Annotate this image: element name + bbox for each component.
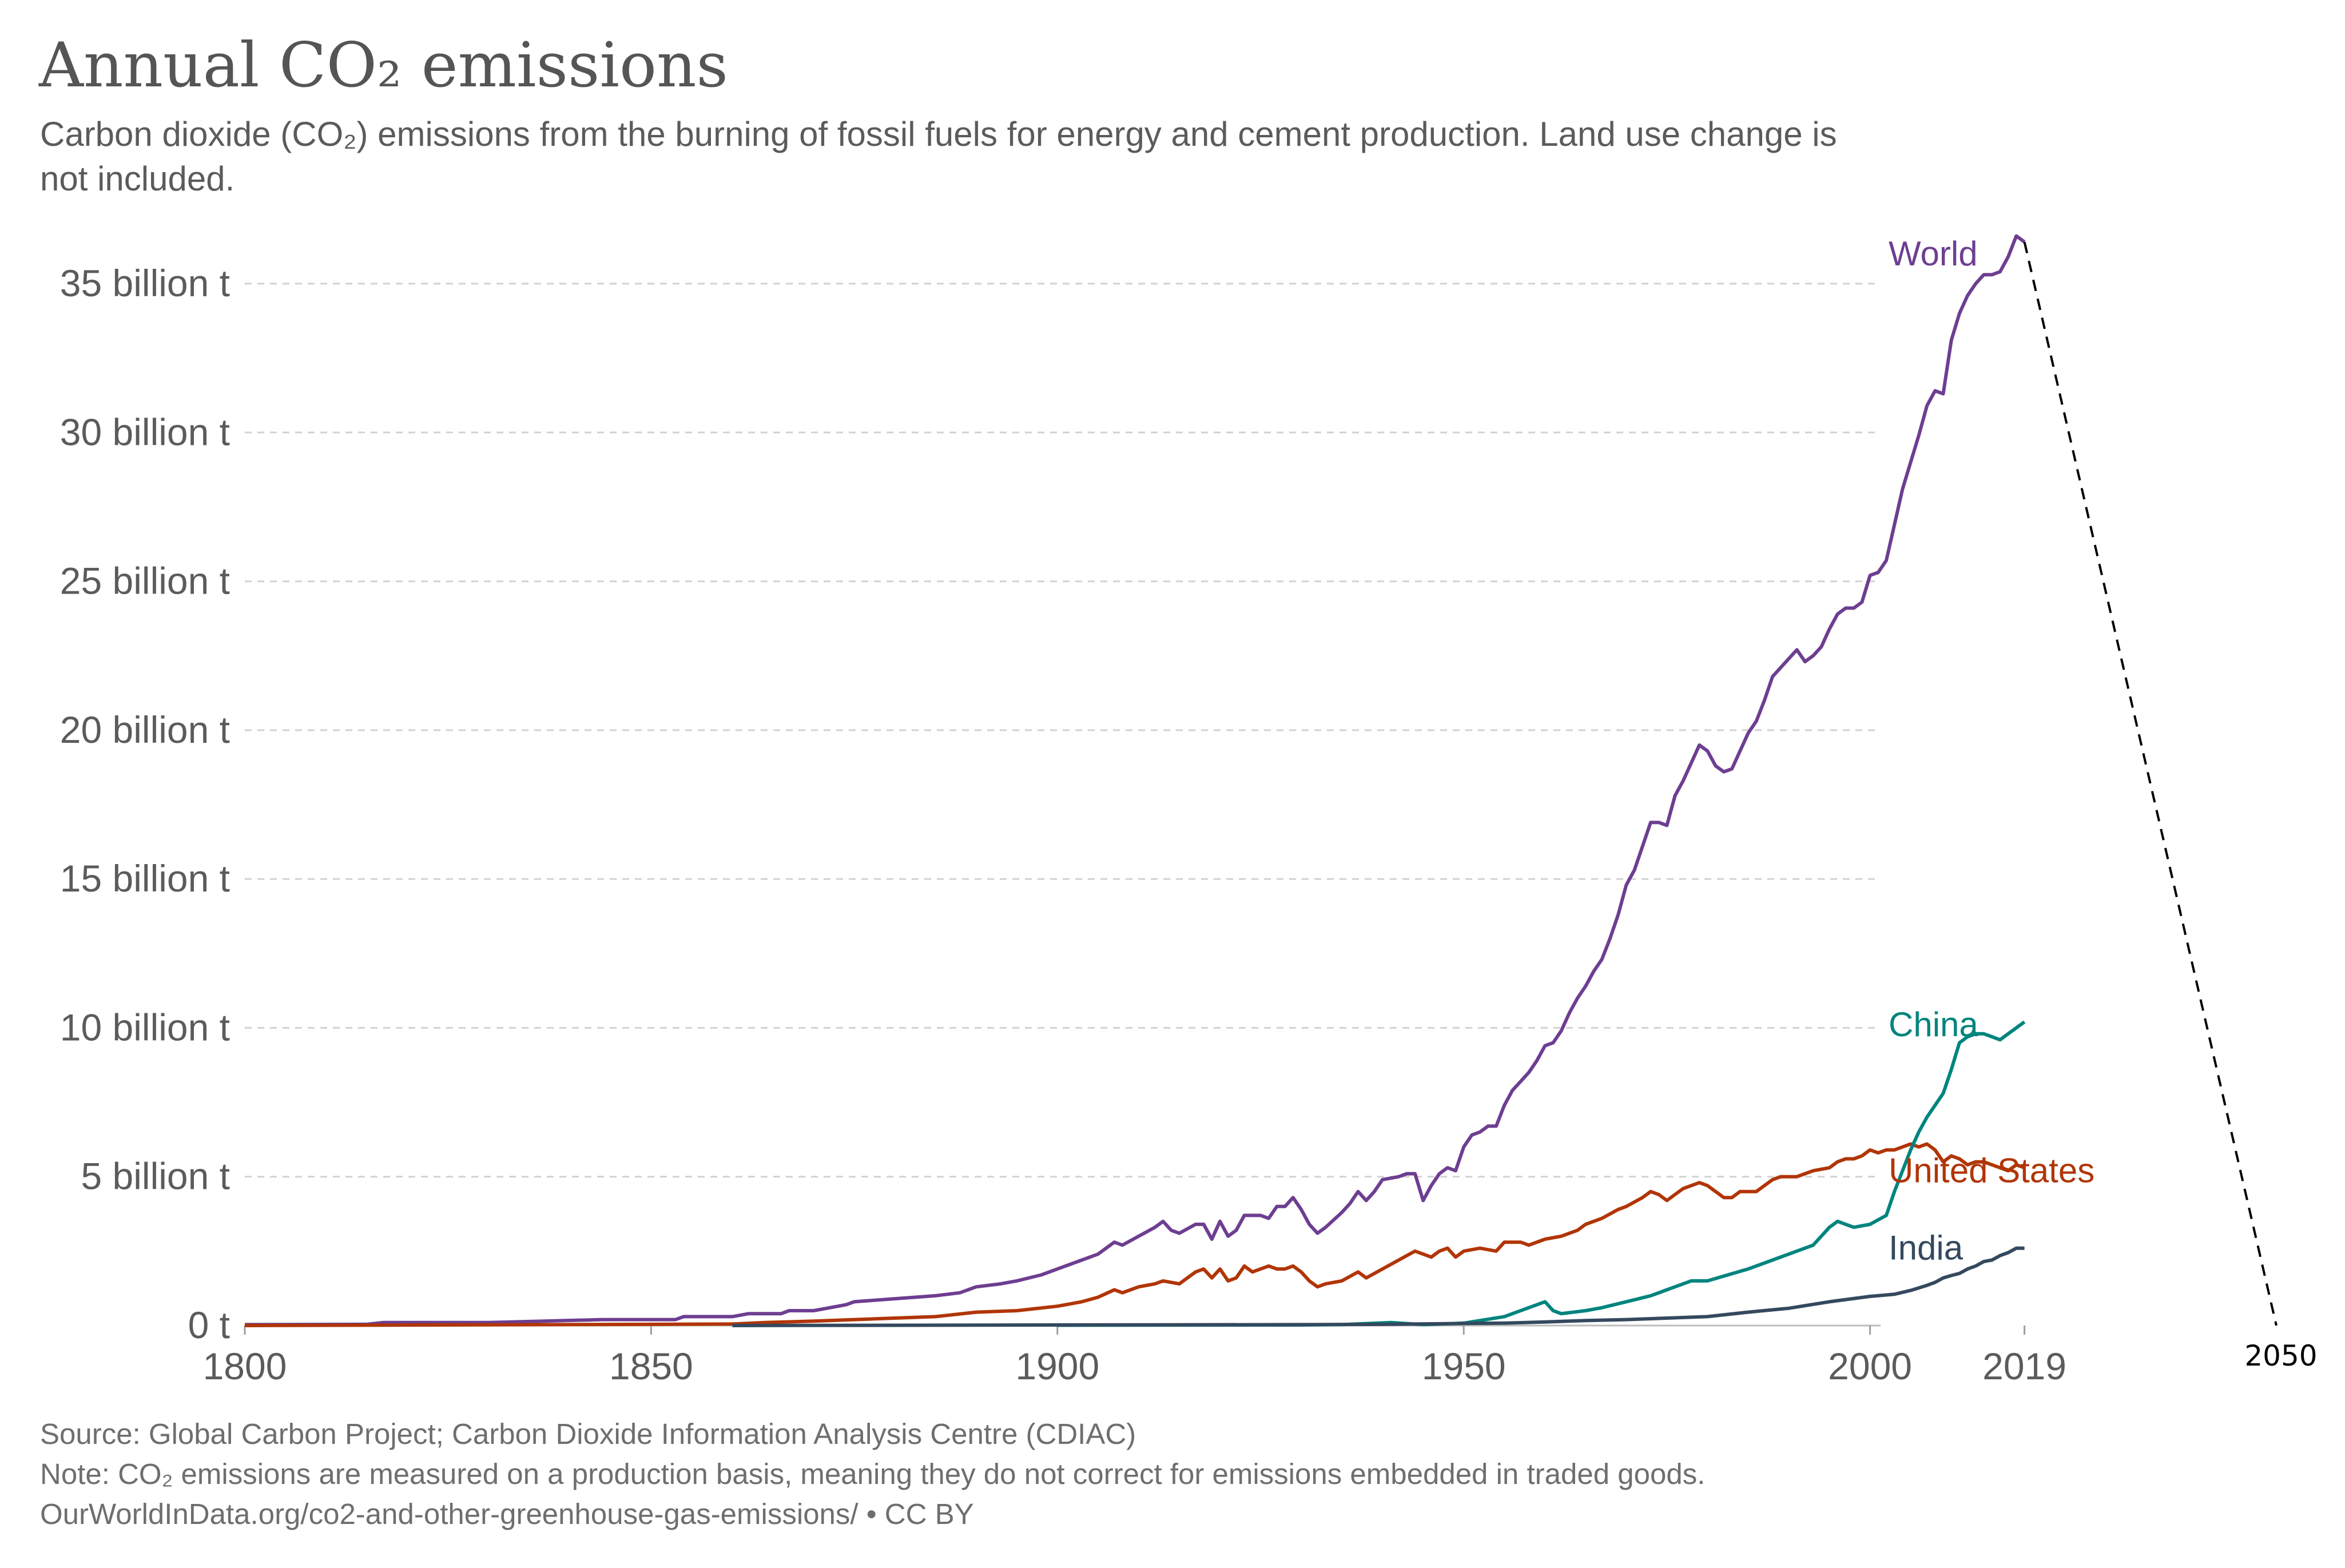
- series-line-india: [732, 1246, 2025, 1327]
- source-note: Source: Global Carbon Project; Carbon Di…: [40, 1418, 1136, 1450]
- y-tick-label: 0 t: [188, 1304, 230, 1346]
- series-label-china: China: [1889, 1005, 1978, 1044]
- x-tick-label: 2050: [2244, 1339, 2317, 1372]
- x-tick-label: 2000: [1828, 1345, 1912, 1387]
- series-label-world: World: [1889, 234, 1978, 273]
- y-tick-label: 25 billion t: [60, 560, 230, 602]
- chart-title: Annual CO₂ emissions: [39, 30, 728, 101]
- series-line-united-states: [244, 1142, 2025, 1327]
- y-tick-label: 15 billion t: [60, 857, 230, 900]
- methodology-note: Note: CO₂ emissions are measured on a pr…: [40, 1458, 1706, 1490]
- series-line-china: [1057, 1020, 2026, 1327]
- series-label-united-states: United States: [1889, 1151, 2094, 1189]
- chart-subtitle: Carbon dioxide (CO₂) emissions from the …: [40, 115, 1837, 198]
- y-tick-label: 35 billion t: [60, 262, 230, 304]
- series-line-world: [244, 234, 2026, 1327]
- projection-dashed-line: [2023, 241, 2278, 1326]
- y-tick-label: 30 billion t: [60, 411, 230, 453]
- gridlines: [245, 282, 1881, 1327]
- y-tick-label: 20 billion t: [60, 709, 230, 751]
- x-tick-label: 1950: [1422, 1345, 1506, 1387]
- series-lines: [244, 234, 2278, 1327]
- y-tick-label: 5 billion t: [81, 1155, 230, 1197]
- series-labels: World China United States India: [1889, 234, 2094, 1267]
- y-axis-ticks: 0 t 5 billion t 10 billion t 15 billion t 20…: [60, 262, 230, 1346]
- x-tick-label: 2019: [1982, 1345, 2066, 1387]
- x-tick-label: 1800: [203, 1345, 287, 1387]
- source-url[interactable]: OurWorldInData.org/co2-and-other-greenho…: [40, 1498, 974, 1530]
- x-axis-ticks: 1800 1850 1900 1950 2000 2019 2050: [203, 1326, 2318, 1387]
- series-label-india: India: [1889, 1229, 1964, 1267]
- y-tick-label: 10 billion t: [60, 1006, 230, 1048]
- x-tick-label: 1900: [1015, 1345, 1099, 1387]
- x-tick-label: 1850: [609, 1345, 693, 1387]
